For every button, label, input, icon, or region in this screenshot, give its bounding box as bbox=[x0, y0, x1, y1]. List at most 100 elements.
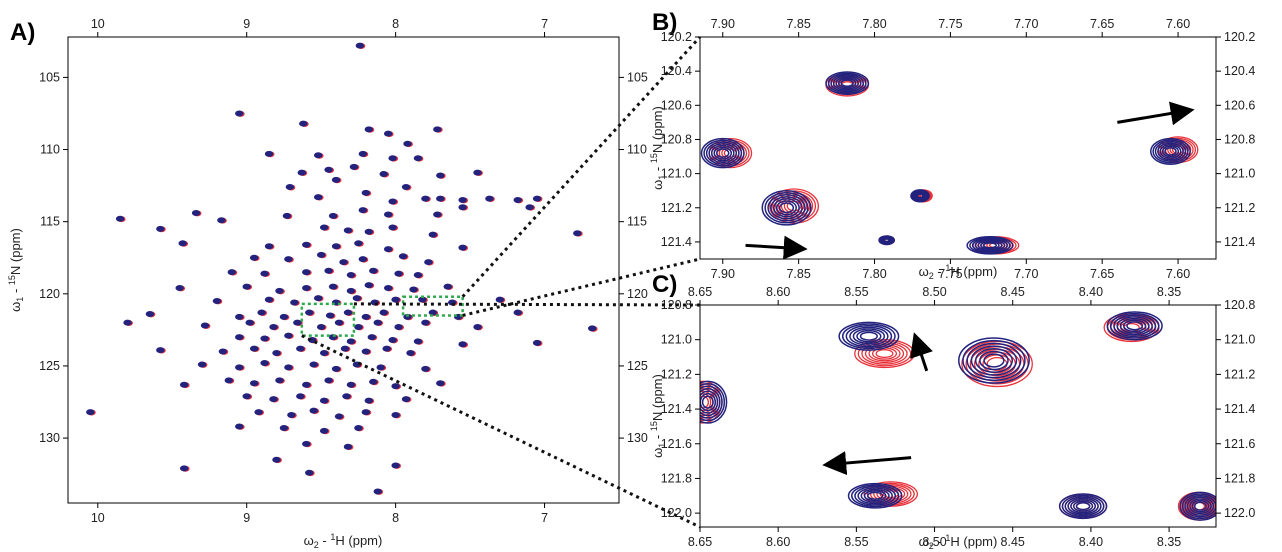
blue-peak bbox=[403, 313, 412, 320]
blue-peak bbox=[473, 323, 482, 330]
blue-contour bbox=[979, 350, 1009, 371]
panel-b-xtick-label-top: 7.85 bbox=[786, 17, 810, 31]
blue-peak bbox=[409, 286, 418, 293]
blue-peak bbox=[287, 411, 296, 418]
blue-contour bbox=[1064, 496, 1102, 517]
blue-peak bbox=[179, 465, 189, 472]
blue-peak bbox=[382, 345, 391, 352]
blue-peak bbox=[532, 195, 542, 202]
blue-peak bbox=[391, 296, 400, 303]
blue-peak bbox=[227, 269, 237, 276]
panel-a-xtick-label-top: 8 bbox=[392, 17, 399, 31]
panel-a-ytick-label: 130 bbox=[39, 431, 60, 445]
red-contour bbox=[864, 344, 905, 364]
blue-peak bbox=[401, 184, 411, 191]
red-contour bbox=[875, 349, 894, 359]
panel-a-ytick-label-right: 120 bbox=[627, 287, 648, 301]
blue-contour bbox=[970, 345, 1018, 376]
blue-peak bbox=[279, 313, 289, 320]
blue-contour bbox=[1126, 321, 1144, 331]
blue-peak bbox=[485, 195, 494, 202]
panel-b-ytick-label: 120.2 bbox=[661, 30, 692, 44]
panel-b: B) 7.907.907.857.857.807.807.757.757.707… bbox=[649, 9, 1255, 281]
panel-b-ytick-label: 120.6 bbox=[661, 98, 692, 112]
blue-peak bbox=[361, 313, 371, 320]
panel-b-xtick-label: 7.75 bbox=[938, 267, 962, 281]
blue-contour bbox=[962, 339, 1026, 382]
blue-contour bbox=[716, 148, 730, 158]
blue-peak bbox=[302, 285, 311, 292]
blue-peak bbox=[339, 259, 348, 266]
blue-peak bbox=[284, 364, 293, 371]
blue-contour bbox=[825, 71, 870, 95]
blue-contour bbox=[1075, 502, 1091, 511]
panel-label-a: A) bbox=[10, 19, 35, 46]
blue-peak bbox=[285, 184, 295, 191]
zoom-connector-lines bbox=[301, 35, 702, 529]
shift-arrow bbox=[1117, 101, 1195, 126]
blue-peak bbox=[328, 283, 338, 290]
blue-peak bbox=[235, 313, 244, 320]
blue-peak bbox=[328, 212, 338, 219]
blue-peak bbox=[334, 413, 344, 420]
blue-peak bbox=[525, 204, 534, 211]
blue-peak bbox=[293, 319, 302, 326]
shift-arrow bbox=[822, 451, 912, 476]
blue-contour bbox=[857, 487, 893, 505]
panel-b-ytick-label: 120.4 bbox=[661, 64, 692, 78]
blue-peak bbox=[433, 211, 442, 218]
blue-contour bbox=[1106, 311, 1163, 341]
blue-peak bbox=[305, 309, 314, 316]
blue-contour bbox=[827, 72, 867, 94]
panel-b-marks bbox=[700, 71, 1199, 259]
panel-b-ytick-label-right: 120.6 bbox=[1224, 98, 1255, 112]
blue-peak bbox=[376, 364, 385, 371]
panel-b-xtick-label: 7.80 bbox=[862, 267, 886, 281]
blue-peak bbox=[383, 211, 393, 218]
blue-peak bbox=[282, 212, 292, 219]
blue-contour bbox=[854, 485, 897, 506]
blue-peak bbox=[421, 365, 430, 372]
blue-contour bbox=[1179, 491, 1216, 521]
panel-a-ytick-label: 115 bbox=[40, 215, 60, 229]
panel-a-xtick-label: 7 bbox=[541, 511, 548, 525]
blue-contour bbox=[700, 137, 745, 169]
panel-b-ytick-label: 121.2 bbox=[661, 201, 692, 215]
panel-a-xtick-label-top: 10 bbox=[91, 17, 105, 31]
panel-b-ytick-label-right: 121.4 bbox=[1224, 235, 1255, 249]
blue-contour bbox=[974, 239, 1006, 252]
panel-b-ylabel: ω1 - 15N (ppm) bbox=[649, 106, 667, 190]
blue-contour bbox=[840, 79, 854, 87]
blue-peak bbox=[369, 267, 378, 274]
blue-contour bbox=[1191, 499, 1210, 513]
panel-c-xtick-label: 8.55 bbox=[844, 535, 868, 549]
panel-b-xtick-label-top: 7.90 bbox=[711, 17, 735, 31]
panel-c-ytick-label: 121.0 bbox=[661, 333, 692, 347]
blue-peak bbox=[495, 296, 505, 303]
blue-contour bbox=[1067, 497, 1099, 515]
panel-c-ytick-label: 121.6 bbox=[661, 437, 692, 451]
panel-b-ytick-label: 121.0 bbox=[661, 167, 692, 181]
blue-contour bbox=[859, 331, 878, 341]
blue-peak bbox=[349, 163, 359, 170]
blue-contour bbox=[1070, 499, 1097, 514]
blue-contour bbox=[700, 390, 719, 414]
panel-a-ytick-label-right: 115 bbox=[627, 215, 647, 229]
panel-b-ytick-label-right: 120.2 bbox=[1224, 30, 1255, 44]
blue-peak bbox=[235, 364, 244, 371]
panel-c-xtick-label: 8.65 bbox=[688, 535, 712, 549]
blue-peak bbox=[269, 396, 278, 403]
panel-b-xtick-label: 7.70 bbox=[1014, 267, 1038, 281]
panel-b-xtick-label-top: 7.80 bbox=[862, 17, 886, 31]
blue-peak bbox=[383, 130, 393, 137]
blue-peak bbox=[260, 270, 269, 277]
panel-c-xtick-label-top: 8.50 bbox=[922, 285, 946, 299]
blue-peak bbox=[316, 251, 326, 258]
blue-peak bbox=[413, 272, 423, 279]
blue-contour bbox=[966, 236, 1014, 255]
blue-peak bbox=[235, 423, 244, 430]
blue-contour bbox=[830, 73, 865, 93]
blue-peak bbox=[573, 230, 582, 237]
blue-peak bbox=[391, 411, 400, 418]
blue-peak bbox=[346, 338, 356, 345]
